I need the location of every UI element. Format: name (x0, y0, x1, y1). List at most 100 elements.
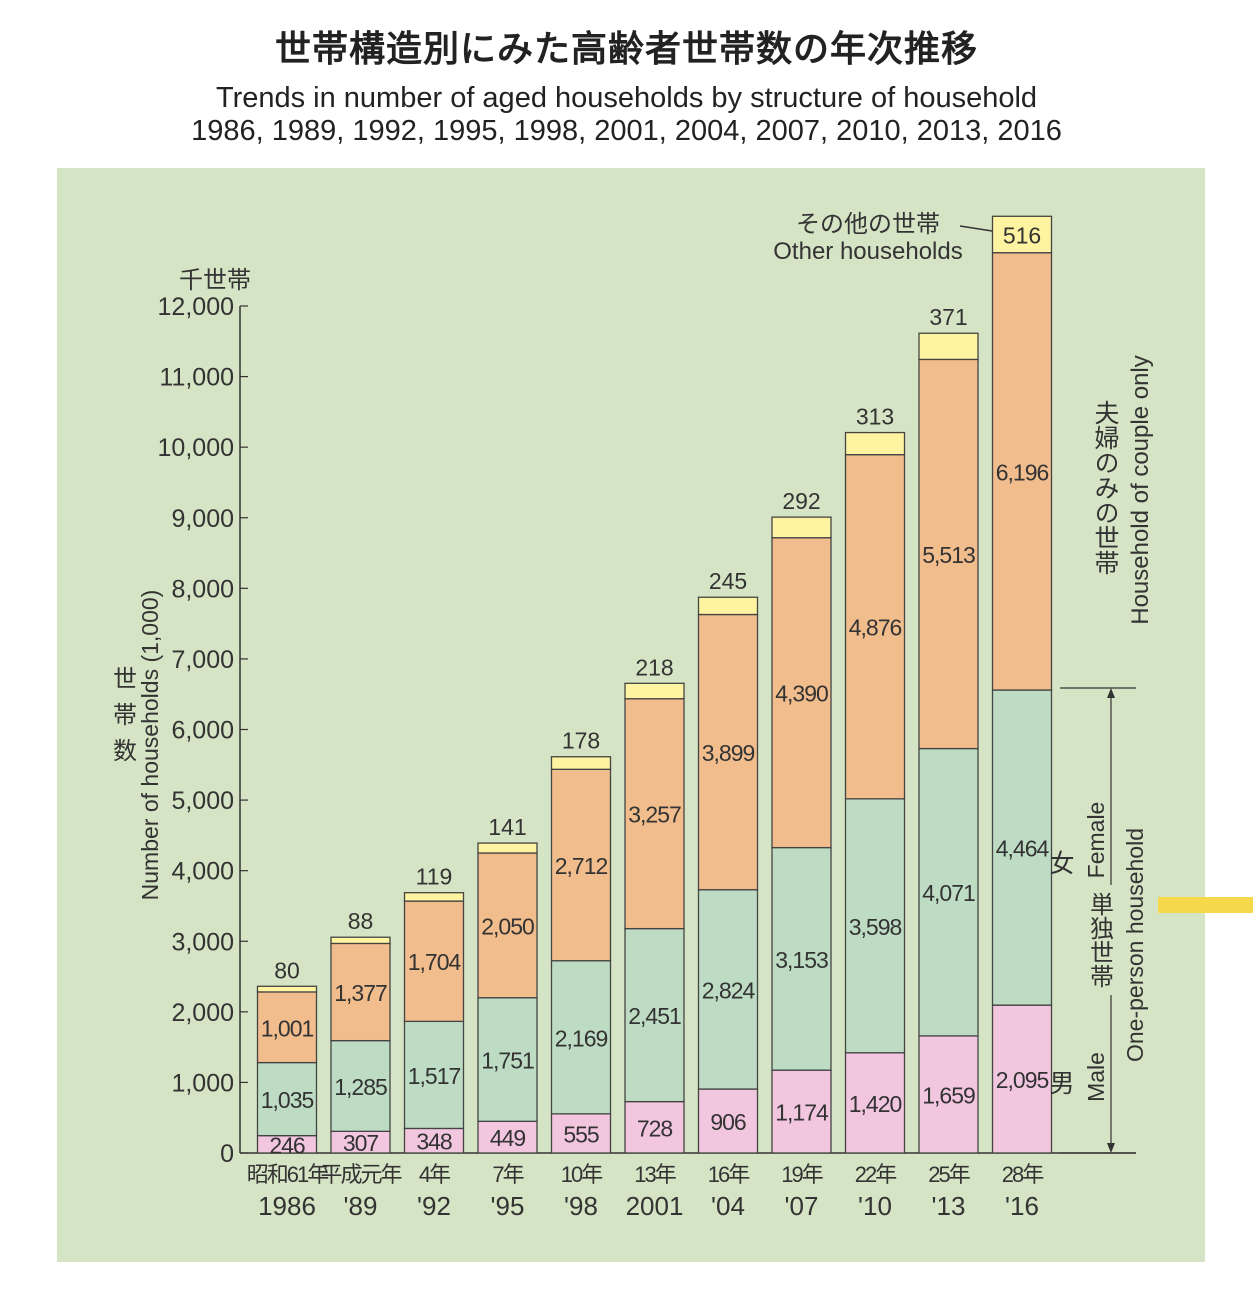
bar-segment-couple (771, 537, 832, 849)
bar-segment-other (256, 985, 318, 993)
x-tick-label: '13 (932, 1191, 966, 1221)
data-label: 88 (348, 908, 374, 934)
x-tick-label-ja: 7年 (492, 1162, 523, 1187)
y-tick-label: 3,000 (171, 928, 234, 956)
bar-segment-male (697, 1088, 759, 1154)
x-tick-label: 1986 (258, 1191, 316, 1221)
bar-segment-other (697, 596, 759, 616)
y-tick-label: 9,000 (171, 505, 234, 533)
x-tick-label: '16 (1005, 1191, 1039, 1221)
legend-single-en: One-person household (1122, 828, 1148, 1062)
bar-segment-male (991, 1004, 1053, 1154)
chart-title-ja: 世帯構造別にみた高齢者世帯数の年次推移 (274, 29, 978, 70)
y-tick-label: 4,000 (171, 858, 234, 886)
data-label: 1,377 (334, 980, 387, 1006)
data-label: 1,751 (481, 1048, 534, 1074)
x-tick-label-ja: 4年 (419, 1162, 450, 1187)
data-label: 307 (343, 1130, 379, 1156)
bar-segment-other (991, 215, 1053, 254)
bar-segment-couple (697, 613, 759, 891)
y-tick-label: 8,000 (171, 575, 234, 603)
y-tick-label: 6,000 (171, 717, 234, 745)
bar-segment-other (477, 842, 538, 854)
x-tick-label-ja: 平成元年 (320, 1162, 401, 1187)
x-tick-label: '95 (491, 1191, 525, 1221)
data-label: 348 (416, 1129, 452, 1155)
y-tick-label: 12,000 (158, 293, 234, 321)
bracket-gap (1090, 885, 1130, 995)
y-tick-label: 2,000 (171, 999, 234, 1027)
data-label: 906 (710, 1109, 746, 1135)
data-label: 178 (562, 728, 600, 754)
data-label: 2,169 (555, 1025, 608, 1051)
bar-segment-couple (550, 768, 612, 962)
data-label: 2,712 (555, 853, 608, 879)
data-label: 3,899 (702, 740, 755, 766)
x-tick-label: '92 (417, 1191, 451, 1221)
bar-segment-male (477, 1120, 538, 1154)
data-label: 1,001 (261, 1015, 314, 1041)
bar-segment-other (771, 516, 832, 539)
y-unit-label: 千世帯 (179, 267, 251, 294)
x-tick-label: '10 (858, 1191, 892, 1221)
y-tick-label: 5,000 (171, 787, 234, 815)
y-tick-label: 7,000 (171, 646, 234, 674)
data-label: 313 (856, 404, 894, 430)
y-tick-label: 10,000 (158, 434, 234, 462)
bar-segment-female (624, 927, 685, 1103)
bar-segment-male (624, 1100, 685, 1154)
legend-female-ja: 女 (1046, 850, 1074, 875)
data-label: 1,174 (775, 1100, 829, 1126)
legend-female-en: Female (1083, 802, 1109, 879)
data-label: 141 (488, 814, 526, 840)
bar-segment-female (550, 960, 612, 1115)
bar-segment-male (844, 1052, 906, 1154)
bar-segment-couple (991, 252, 1053, 691)
x-tick-label-ja: 10年 (561, 1162, 602, 1187)
data-label: 4,390 (775, 681, 828, 707)
data-label: 4,071 (922, 880, 975, 906)
data-label: 2,451 (628, 1003, 681, 1029)
data-label: 218 (635, 654, 673, 680)
bar-segment-couple (256, 991, 318, 1064)
data-label: 245 (709, 568, 747, 594)
bar-segment-other (844, 431, 906, 456)
data-label: 449 (490, 1125, 526, 1151)
data-label: 3,257 (628, 802, 681, 828)
data-label: 1,285 (334, 1074, 387, 1100)
y-axis-title-ja: 世帯数 (109, 666, 137, 774)
data-label: 728 (637, 1115, 673, 1141)
bar-segment-female (697, 889, 759, 1090)
legend-male-ja: 男 (1046, 1070, 1074, 1095)
data-label: 2,050 (481, 913, 534, 939)
legend-other-leader (959, 225, 993, 232)
data-label: 2,824 (702, 977, 756, 1003)
x-tick-label: '07 (785, 1191, 819, 1221)
data-label: 1,420 (849, 1091, 902, 1117)
data-label: 3,153 (775, 947, 828, 973)
data-label: 4,464 (996, 836, 1050, 862)
bar-segment-female (256, 1061, 318, 1137)
data-label: 2,095 (996, 1067, 1049, 1093)
x-tick-label-ja: 13年 (634, 1162, 675, 1187)
subtitle-line-1: Trends in number of aged households by s… (215, 82, 1038, 114)
bar-segment-female (403, 1020, 465, 1130)
data-label: 1,035 (261, 1087, 314, 1113)
bar-segment-other (918, 332, 979, 361)
data-label: 1,659 (922, 1082, 975, 1108)
bar-segment-couple (477, 852, 538, 999)
data-label: 6,196 (996, 459, 1049, 485)
x-tick-label: '04 (711, 1191, 745, 1221)
bar-segment-female (330, 1039, 391, 1132)
x-tick-label-ja: 28年 (1002, 1162, 1043, 1187)
y-tick-label: 0 (220, 1140, 234, 1168)
legend-couple-en: Household of couple only (1127, 355, 1154, 625)
x-tick-label: 2001 (626, 1191, 684, 1221)
bar-segment-other (624, 682, 685, 700)
data-label: 246 (269, 1132, 305, 1158)
data-label: 292 (782, 488, 820, 514)
bar-segment-couple (403, 900, 465, 1023)
data-label: 371 (929, 304, 967, 330)
legend-other-ja: その他の世帯 (796, 211, 940, 238)
